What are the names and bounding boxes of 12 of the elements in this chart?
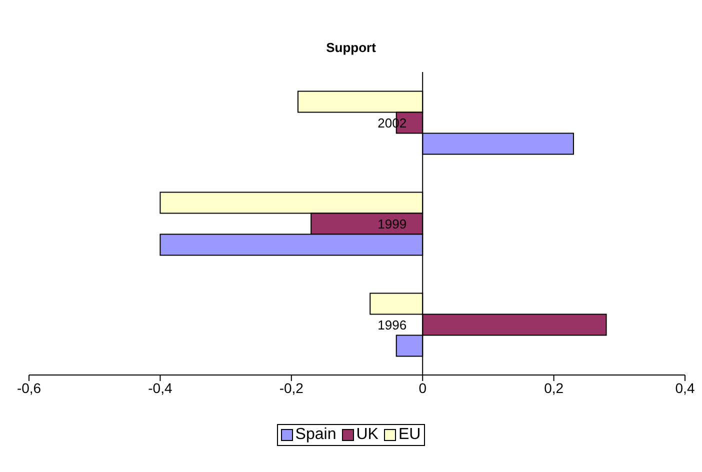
x-tick-label: 0,4 [675, 380, 695, 396]
legend-label: Spain [294, 426, 336, 444]
legend-label: UK [355, 426, 378, 444]
x-tick-label: -0,4 [148, 380, 172, 396]
chart-title: Support [325, 40, 377, 55]
y-tick-label: 1996 [378, 318, 407, 332]
x-tick-label: -0,2 [279, 380, 304, 396]
legend-label: EU [397, 426, 421, 444]
y-tick-label: 1999 [378, 216, 407, 232]
x-tick-label: -0,6 [16, 380, 42, 396]
x-tick-label: 0,2 [544, 380, 564, 396]
x-tick-label: 0 [418, 380, 427, 396]
